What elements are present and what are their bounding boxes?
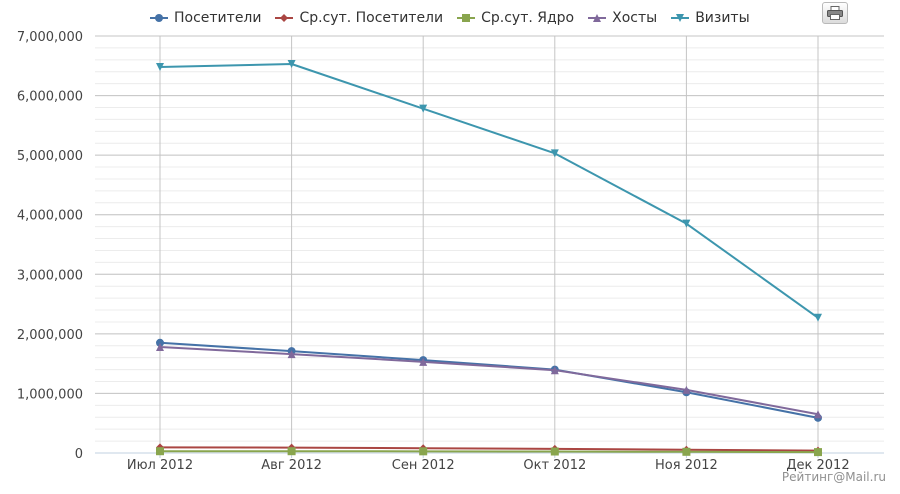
legend-item[interactable]: Хосты: [588, 10, 657, 26]
print-button[interactable]: [822, 2, 848, 24]
series-line: [159, 341, 819, 419]
series-line: [160, 450, 819, 454]
x-axis: Июл 2012 Авг 2012 Сен 2012 Окт 2012 Ноя 2012…: [95, 452, 884, 473]
y-tick-label: 2,000,000: [17, 328, 83, 343]
legend-label: Визиты: [695, 10, 750, 26]
data-point: [550, 149, 559, 158]
legend-label: Посетители: [174, 10, 262, 26]
data-point: [156, 342, 164, 351]
y-tick-label: 5,000,000: [17, 149, 83, 164]
vertical-grid: [159, 36, 819, 453]
data-point: [287, 59, 296, 68]
legend-marker: [593, 14, 602, 22]
x-tick-label: Ноя 2012: [655, 458, 718, 473]
credit-label: Рейтинг@Mail.ru: [781, 470, 886, 484]
y-tick-label: 4,000,000: [17, 209, 83, 224]
x-tick-label: Сен 2012: [392, 458, 455, 473]
data-point: [156, 62, 164, 71]
legend-item[interactable]: Посетители: [150, 10, 261, 26]
x-tick-label: Окт 2012: [523, 458, 586, 473]
legend-marker: [462, 14, 471, 22]
data-point: [419, 357, 428, 366]
series-3: [156, 342, 822, 419]
series-line: [159, 345, 819, 416]
legend-label: Ср.сут. Посетители: [299, 10, 444, 26]
data-point: [814, 448, 822, 457]
y-tick-label: 3,000,000: [17, 268, 83, 283]
data-point: [550, 447, 559, 456]
legend: Посетители Ср.сут. Посетители Ср.сут. Ядро…: [150, 8, 764, 28]
legend-symbol: [150, 14, 168, 22]
legend-marker: [155, 14, 163, 22]
data-point: [419, 104, 428, 113]
minor-grid: [95, 35, 884, 454]
data-point: [156, 338, 164, 347]
series-line: [159, 446, 819, 452]
printer-icon: [827, 6, 843, 20]
legend-symbol: [457, 14, 476, 22]
legend-symbol: [671, 14, 690, 22]
data-point: [287, 447, 296, 456]
legend-marker: [676, 14, 685, 22]
series-line: [159, 62, 819, 319]
major-grid: [95, 35, 884, 454]
data-point: [814, 410, 822, 419]
legend-item[interactable]: Ср.сут. Ядро: [457, 10, 574, 26]
y-tick-label: 0: [75, 447, 83, 462]
legend-symbol: [275, 14, 294, 22]
data-point: [814, 313, 822, 322]
data-point: [682, 447, 691, 456]
y-tick-label: 6,000,000: [17, 90, 83, 105]
data-point: [287, 350, 296, 359]
data-point: [419, 447, 428, 456]
legend-label: Ср.сут. Ядро: [481, 10, 575, 26]
data-point: [682, 219, 691, 228]
legend-item[interactable]: Визиты: [671, 10, 750, 26]
x-tick-label: Дек 2012: [786, 458, 849, 473]
series-2: [156, 447, 822, 457]
legend-item[interactable]: Ср.сут. Посетители: [275, 10, 443, 26]
y-tick-label: 7,000,000: [17, 30, 83, 45]
data-point: [682, 385, 691, 394]
y-tick-label: 1,000,000: [17, 387, 83, 402]
y-axis: 0 1,000,000 2,000,000 3,000,000 4,000,000 5,0…: [17, 30, 83, 462]
series-4: [156, 59, 822, 322]
legend-marker: [280, 14, 289, 22]
data-point: [550, 366, 559, 375]
data-point: [156, 447, 164, 456]
legend-symbol: [588, 14, 607, 22]
series-layer: [156, 59, 822, 457]
legend-label: Хосты: [612, 10, 658, 26]
x-tick-label: Июл 2012: [127, 458, 193, 473]
x-tick-label: Авг 2012: [261, 458, 322, 473]
